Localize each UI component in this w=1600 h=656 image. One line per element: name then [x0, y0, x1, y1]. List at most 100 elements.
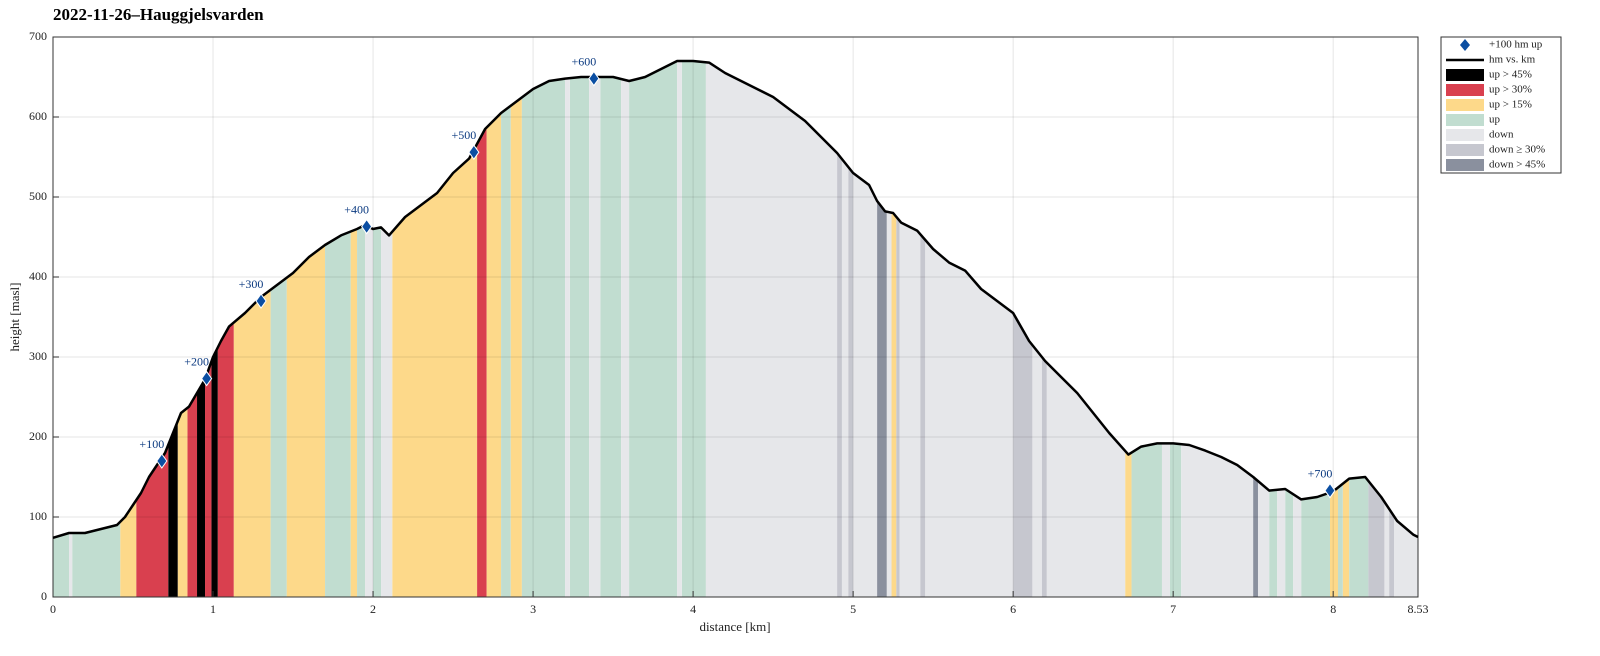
- gradient-band: [896, 61, 900, 597]
- hm-marker-label: +400: [344, 202, 369, 216]
- gradient-band: [565, 61, 570, 597]
- gradient-band: [629, 61, 678, 597]
- x-tick-label: 3: [530, 602, 536, 616]
- gradient-band: [286, 61, 326, 597]
- gradient-band: [1257, 61, 1270, 597]
- gradient-band: [677, 61, 682, 597]
- gradient-band: [1368, 61, 1385, 597]
- y-tick-label: 0: [41, 589, 47, 603]
- gradient-band: [1277, 61, 1286, 597]
- legend-label: +100 hm up: [1489, 39, 1543, 51]
- gradient-band: [1342, 61, 1350, 597]
- gradient-band: [69, 61, 73, 597]
- gradient-band: [891, 61, 897, 597]
- x-tick-label: 8.53: [1408, 602, 1429, 616]
- gradient-band: [853, 61, 878, 597]
- legend-label: down ≥ 30%: [1489, 144, 1545, 156]
- y-tick-label: 700: [29, 29, 47, 43]
- y-tick-label: 600: [29, 109, 47, 123]
- gradient-band: [886, 61, 892, 597]
- y-axis-label: height [masl]: [7, 283, 22, 352]
- gradient-band: [477, 61, 487, 597]
- gradient-band: [1181, 61, 1254, 597]
- axes-frame: [52, 36, 1419, 598]
- legend-swatch: [1446, 129, 1484, 141]
- gradient-band: [1393, 61, 1418, 597]
- bands: [53, 61, 1418, 597]
- legend-label: up: [1489, 114, 1501, 126]
- legend-swatch: [1446, 159, 1484, 171]
- gradient-band: [486, 61, 502, 597]
- gradient-band: [1337, 61, 1343, 597]
- gradient-band: [1329, 61, 1338, 597]
- gradient-band: [217, 61, 234, 597]
- gradient-band: [373, 61, 382, 597]
- legend-label: up > 15%: [1489, 99, 1532, 111]
- gradient-band: [920, 61, 926, 597]
- legend-label: down > 45%: [1489, 159, 1545, 171]
- gradient-band: [899, 61, 921, 597]
- gradient-band: [72, 61, 121, 597]
- hm-marker-label: +200: [184, 354, 209, 368]
- legend-swatch: [1446, 114, 1484, 126]
- profile-line: [52, 59, 1419, 539]
- gradient-band: [1131, 61, 1162, 597]
- gradient-band: [925, 61, 1014, 597]
- gradient-band: [848, 61, 854, 597]
- gradient-band: [681, 61, 706, 597]
- gradient-band: [837, 61, 842, 597]
- gradient-band: [877, 61, 887, 597]
- legend-swatch: [1446, 144, 1484, 156]
- gradient-band: [600, 61, 622, 597]
- x-tick-label: 2: [370, 602, 376, 616]
- gradient-band: [1253, 61, 1258, 597]
- legend-label: hm vs. km: [1489, 54, 1536, 66]
- gradient-band: [705, 61, 838, 597]
- hm-marker: [156, 453, 168, 469]
- gradient-band: [1032, 61, 1042, 597]
- x-tick-label: 0: [50, 602, 56, 616]
- grid: [52, 36, 1419, 598]
- gradient-band: [1041, 61, 1047, 597]
- hm-marker: [468, 144, 480, 161]
- gradient-band: [1301, 61, 1330, 597]
- gradient-band: [1384, 61, 1390, 597]
- gradient-band: [381, 61, 393, 597]
- hm-marker: [1324, 482, 1336, 499]
- x-tick-label: 5: [850, 602, 856, 616]
- gradient-band: [501, 61, 511, 597]
- gradient-band: [621, 61, 630, 597]
- hm-marker-label: +300: [239, 277, 264, 291]
- x-tick-label: 8: [1330, 602, 1336, 616]
- legend-swatch: [1446, 69, 1484, 81]
- gradient-band: [365, 61, 374, 597]
- x-tick-label: 7: [1170, 602, 1176, 616]
- gradient-band: [357, 61, 366, 597]
- gradient-band: [205, 61, 212, 597]
- x-tick-label: 1: [210, 602, 216, 616]
- gradient-band: [136, 61, 169, 597]
- y-tick-label: 500: [29, 189, 47, 203]
- chart-title: 2022-11-26–Hauggjelsvarden: [53, 5, 264, 24]
- gradient-band: [1293, 61, 1302, 597]
- x-axis-label: distance [km]: [699, 619, 770, 634]
- y-tick-label: 200: [29, 429, 47, 443]
- legend-label: up > 30%: [1489, 84, 1532, 96]
- legend-marker: [1460, 39, 1470, 51]
- gradient-band: [521, 61, 566, 597]
- y-tick-label: 300: [29, 349, 47, 363]
- gradient-band: [1349, 61, 1369, 597]
- x-tick-label: 6: [1010, 602, 1016, 616]
- y-tick-label: 400: [29, 269, 47, 283]
- gradient-band: [350, 61, 358, 597]
- gradient-band: [1125, 61, 1132, 597]
- x-tick-label: 4: [690, 602, 696, 616]
- legend-label: down: [1489, 129, 1514, 141]
- gradient-band: [270, 61, 287, 597]
- legend-swatch: [1446, 99, 1484, 111]
- gradient-band: [589, 61, 601, 597]
- hm-marker: [255, 293, 267, 309]
- gradient-band: [187, 61, 198, 597]
- legend-label: up > 45%: [1489, 69, 1532, 81]
